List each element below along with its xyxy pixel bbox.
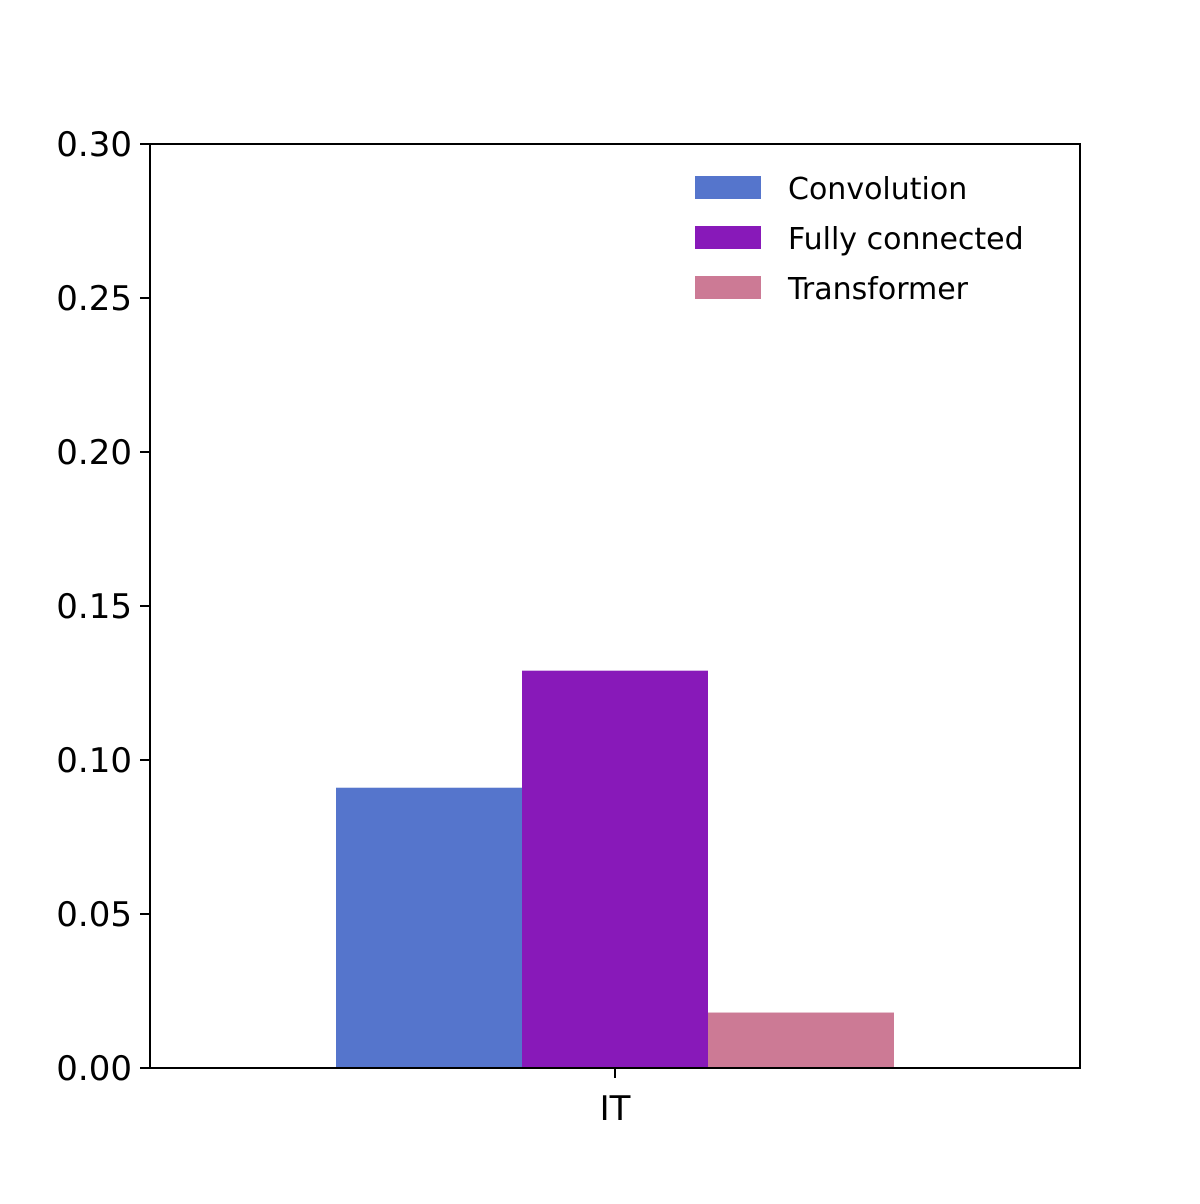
y-tick-label: 0.25 [56,279,132,319]
y-tick-label: 0.05 [56,895,132,935]
y-axis: 0.00 0.05 0.10 0.15 0.20 0.25 0.30 [56,125,150,1089]
y-tick-label: 0.20 [56,433,132,473]
bar-transformer-it [708,1012,894,1068]
legend-swatch [695,226,761,249]
legend-item-transformer: Transformer [695,272,969,307]
legend-swatch [695,276,761,299]
legend-label: Convolution [788,172,967,207]
bar-convolution-it [336,787,522,1068]
legend-swatch [695,176,761,199]
legend-item-convolution: Convolution [695,172,967,207]
x-axis: IT [600,1068,631,1129]
legend-item-fully-connected: Fully connected [695,222,1024,257]
legend-label: Fully connected [788,222,1024,257]
legend: Convolution Fully connected Transformer [695,172,1024,307]
y-tick-label: 0.30 [56,125,132,165]
legend-label: Transformer [787,272,969,307]
y-tick-label: 0.00 [56,1049,132,1089]
x-tick-label: IT [600,1089,631,1129]
y-tick-label: 0.15 [56,587,132,627]
bars-layer [336,670,894,1068]
bar-fully-connected-it [522,670,708,1068]
y-tick-label: 0.10 [56,741,132,781]
